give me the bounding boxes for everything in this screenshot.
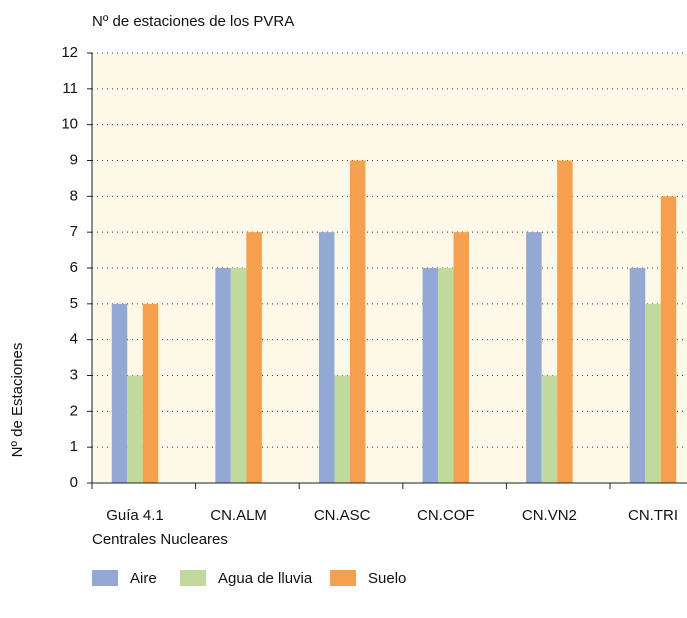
y-tick-label: 11 (62, 80, 78, 97)
y-tick-label: 2 (70, 402, 78, 419)
y-axis-label: Nº de Estaciones (9, 343, 26, 458)
y-tick-label: 12 (61, 44, 78, 61)
x-tick-label: CN.ASC (314, 507, 371, 524)
legend-swatch (180, 570, 206, 586)
bar (645, 303, 661, 483)
y-tick-label: 8 (70, 187, 78, 204)
bar (215, 268, 231, 483)
bar (127, 375, 143, 483)
x-tick-label: CN.ALM (210, 507, 267, 524)
y-tick-label: 0 (70, 474, 78, 491)
legend-label: Aire (130, 570, 157, 587)
y-tick-label: 10 (61, 116, 78, 133)
bar (246, 232, 262, 483)
y-tick-label: 5 (70, 295, 78, 312)
bar (230, 268, 247, 483)
legend-label: Agua de lluvia (218, 570, 313, 587)
bar (334, 375, 350, 483)
y-tick-label: 7 (70, 223, 78, 240)
bar (453, 232, 470, 483)
bar (438, 268, 454, 483)
y-tick-label: 1 (70, 438, 78, 455)
legend-swatch (330, 570, 356, 586)
y-tick-label: 9 (70, 151, 78, 168)
y-tick-label: 6 (70, 259, 78, 276)
chart-title: Nº de estaciones de los PVRA (92, 13, 294, 30)
y-tick-label: 3 (70, 366, 78, 383)
x-tick-label: CN.COF (417, 507, 475, 524)
x-tick-label: CN.TRI (628, 507, 678, 524)
bar (142, 303, 159, 483)
bar (349, 160, 366, 483)
x-tick-label: Guía 4.1 (106, 507, 164, 524)
legend-swatch (92, 570, 118, 586)
bar (660, 196, 677, 484)
bar (111, 303, 128, 483)
bar (526, 232, 542, 483)
x-axis-label: Centrales Nucleares (92, 531, 228, 548)
bar (629, 268, 646, 483)
bar (541, 375, 558, 483)
legend-label: Suelo (368, 570, 406, 587)
x-tick-label: CN.VN2 (522, 507, 577, 524)
bar (422, 268, 439, 483)
y-tick-label: 4 (70, 331, 78, 348)
bar (318, 232, 335, 483)
bar (557, 160, 573, 483)
